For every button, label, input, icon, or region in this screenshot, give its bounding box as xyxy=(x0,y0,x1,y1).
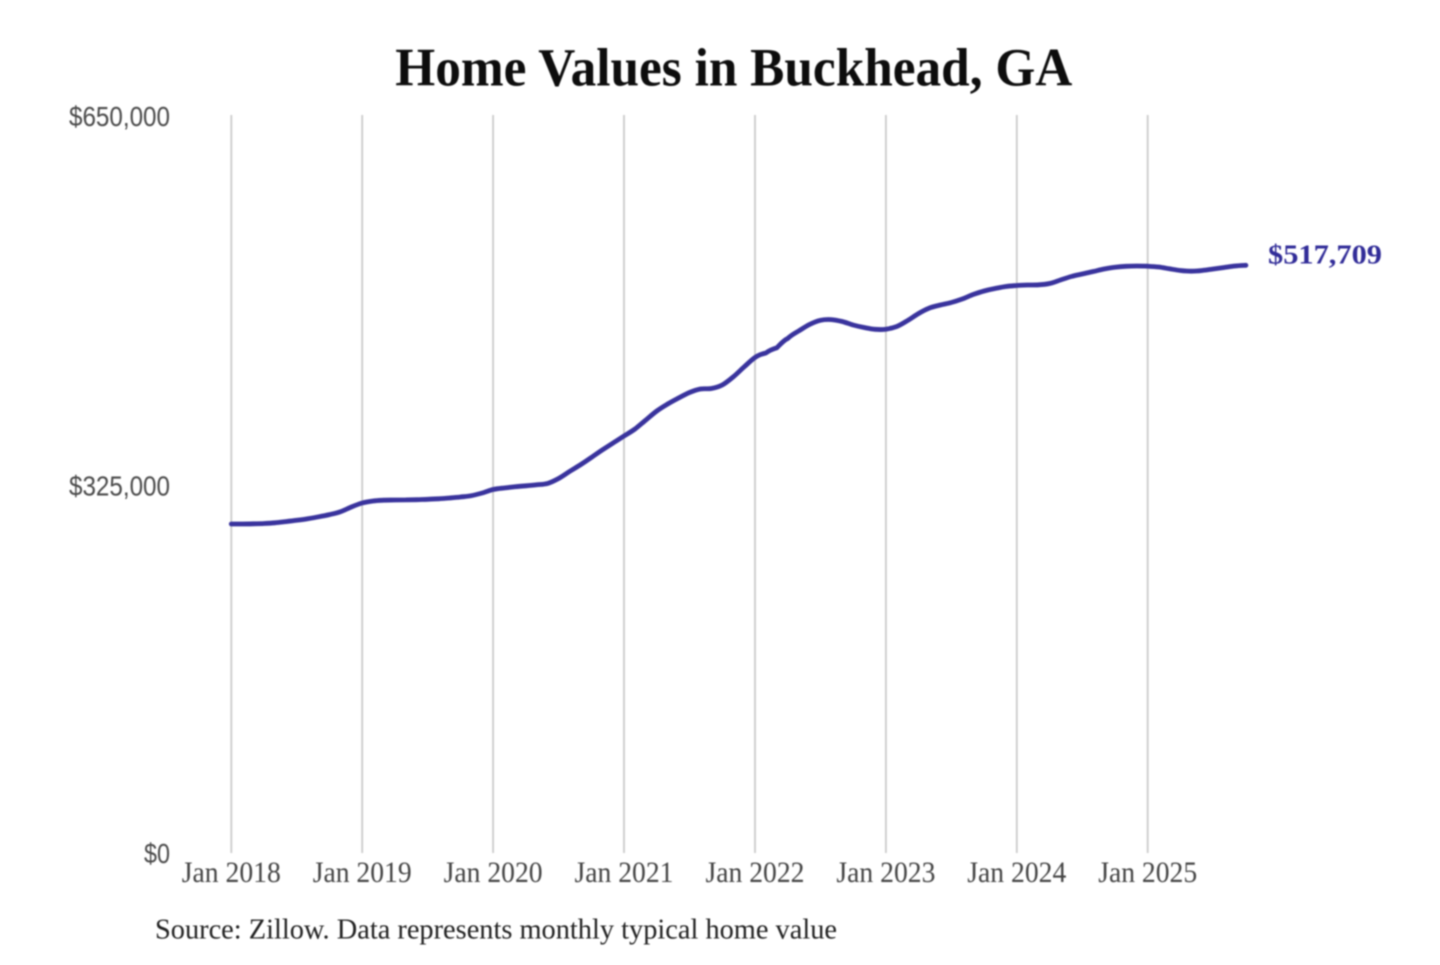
svg-text:Jan 2023: Jan 2023 xyxy=(836,856,935,889)
svg-text:$0: $0 xyxy=(144,838,170,869)
svg-text:Jan 2020: Jan 2020 xyxy=(444,856,543,889)
svg-text:Source: Zillow. Data represent: Source: Zillow. Data represents monthly … xyxy=(155,915,837,946)
svg-text:Jan 2024: Jan 2024 xyxy=(967,856,1066,889)
svg-text:$325,000: $325,000 xyxy=(69,471,170,502)
svg-text:Home Values in Buckhead, GA: Home Values in Buckhead, GA xyxy=(395,38,1072,98)
svg-text:$517,709: $517,709 xyxy=(1268,239,1382,269)
svg-text:$650,000: $650,000 xyxy=(69,101,170,132)
svg-text:Jan 2019: Jan 2019 xyxy=(313,856,412,889)
svg-text:Jan 2022: Jan 2022 xyxy=(706,856,805,889)
svg-text:Jan 2021: Jan 2021 xyxy=(575,856,674,889)
svg-text:Jan 2025: Jan 2025 xyxy=(1098,856,1197,889)
svg-text:Jan 2018: Jan 2018 xyxy=(182,856,281,889)
